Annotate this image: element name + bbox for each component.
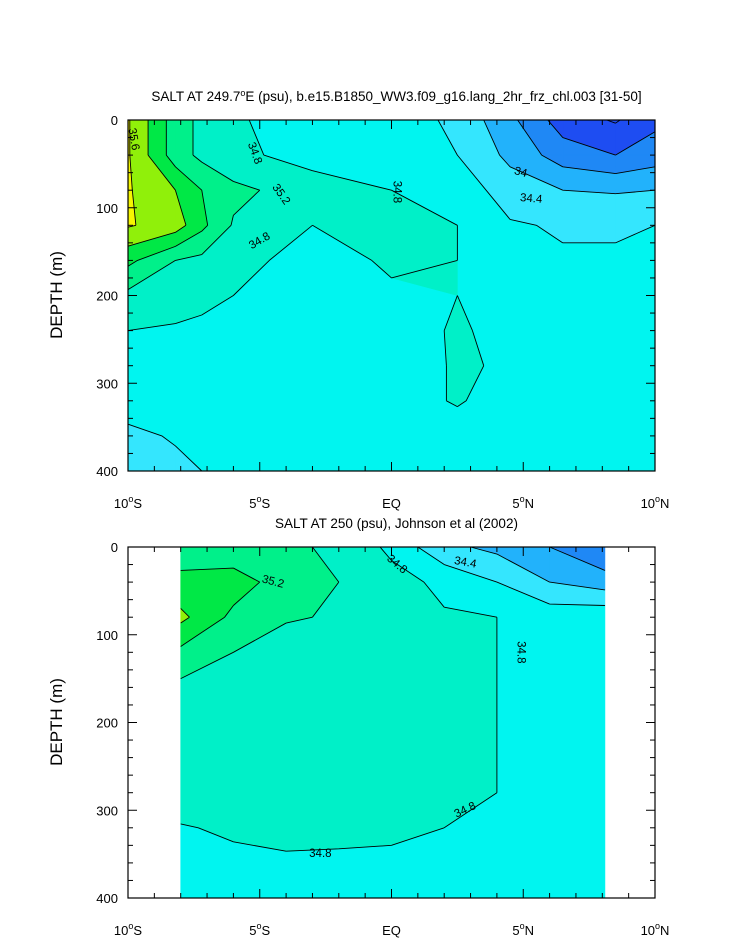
y-tick-label-3: 300 bbox=[96, 803, 118, 818]
x-tick-label-4: 10oN bbox=[641, 494, 670, 511]
chart-panel-2: SALT AT 250 (psu), Johnson et al (2002) 3… bbox=[47, 516, 669, 938]
contour-line-35.0 bbox=[127, 120, 261, 291]
contour-fills bbox=[127, 119, 656, 472]
y-tick-label-3: 300 bbox=[96, 376, 118, 391]
contour-line-35.0 bbox=[180, 546, 340, 680]
y-axis-label: DEPTH (m) bbox=[47, 251, 66, 339]
contour-fills bbox=[128, 546, 655, 899]
contour-band-1 bbox=[517, 119, 656, 174]
contour-line-34.6 bbox=[127, 119, 656, 472]
contour-label: 34 bbox=[513, 165, 529, 180]
contour-line-35.4 bbox=[127, 120, 187, 247]
y-tick-label-1: 100 bbox=[96, 628, 118, 643]
contour-line-35.4 bbox=[180, 608, 190, 624]
contour-line-35.2 bbox=[180, 567, 261, 647]
x-tick-label-2: EQ bbox=[382, 923, 401, 938]
y-tick-label-4: 400 bbox=[96, 464, 118, 479]
y-tick-label-1: 100 bbox=[96, 201, 118, 216]
chart-panel-1: SALT AT 249.7oE (psu), b.e15.B1850_WW3.f… bbox=[47, 88, 669, 511]
contour-line-35.2 bbox=[127, 120, 209, 267]
contour-line-34.2 bbox=[517, 119, 656, 175]
contour-label: 34.8 bbox=[309, 848, 331, 860]
x-tick-label-3: 5oN bbox=[512, 921, 534, 938]
contour-label: 34.4 bbox=[453, 555, 478, 571]
chart-title-1: SALT AT 249.7oE (psu), b.e15.B1850_WW3.f… bbox=[151, 88, 641, 104]
contour-lines bbox=[180, 546, 606, 852]
contour-label: 35.6 bbox=[125, 127, 141, 151]
y-axis-label: DEPTH (m) bbox=[47, 678, 66, 766]
contour-band-5 bbox=[180, 546, 498, 852]
x-tick-label-4: 10oN bbox=[641, 921, 670, 938]
y-tick-label-0: 0 bbox=[111, 113, 118, 128]
contour-lines bbox=[127, 119, 656, 472]
y-axis: 0 100 200 300 400 bbox=[96, 540, 655, 906]
contour-line-34.8 bbox=[180, 546, 498, 852]
x-axis: 10oS 5oS EQ 5oN 10oN bbox=[114, 547, 670, 938]
chart-title-2: SALT AT 250 (psu), Johnson et al (2002) bbox=[275, 516, 518, 531]
contour-line-34.2 bbox=[549, 546, 606, 571]
x-axis: 10oS 5oS EQ 5oN 10oN bbox=[114, 120, 670, 511]
x-tick-label-0: 10oS bbox=[114, 921, 142, 938]
contour-line-34.4 bbox=[470, 546, 605, 591]
x-tick-label-1: 5oS bbox=[249, 494, 270, 511]
contour-label: 35.2 bbox=[261, 573, 286, 590]
contour-line-34.8 bbox=[127, 119, 485, 408]
x-tick-label-3: 5oN bbox=[512, 494, 534, 511]
y-tick-label-2: 200 bbox=[96, 716, 118, 731]
contour-line-34.4 bbox=[483, 119, 656, 195]
contour-line-34.6 bbox=[417, 546, 605, 606]
y-tick-label-2: 200 bbox=[96, 289, 118, 304]
contour-label: 34.8 bbox=[391, 181, 403, 203]
x-tick-label-0: 10oS bbox=[114, 494, 142, 511]
y-tick-label-0: 0 bbox=[111, 540, 118, 555]
contour-label: 34.4 bbox=[519, 192, 543, 206]
y-axis: 0 100 200 300 400 bbox=[96, 113, 655, 479]
contour-label: 34.8 bbox=[515, 641, 527, 663]
x-tick-label-2: EQ bbox=[382, 496, 401, 511]
contour-line-34.0 bbox=[547, 119, 656, 156]
y-tick-label-4: 400 bbox=[96, 891, 118, 906]
x-tick-label-1: 5oS bbox=[249, 921, 270, 938]
